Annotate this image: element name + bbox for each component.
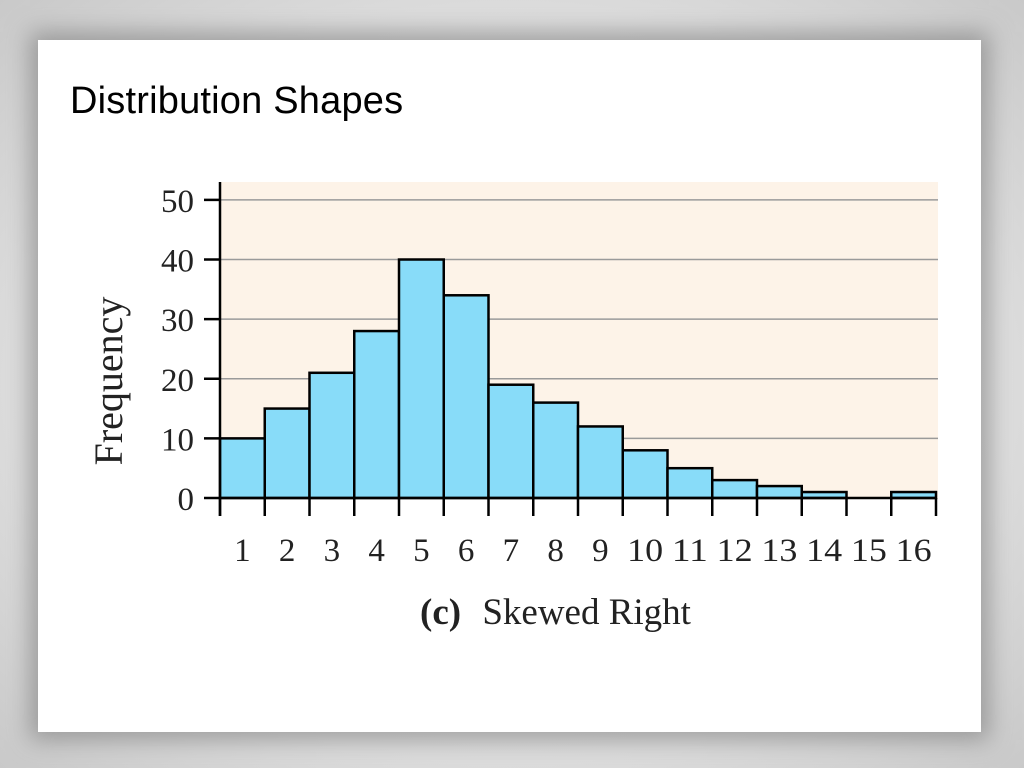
x-tick-label-7: 7	[503, 533, 520, 569]
y-axis-label: Frequency	[86, 297, 131, 466]
x-tick-label-3: 3	[324, 533, 341, 569]
y-tick-label-10: 10	[161, 422, 194, 458]
x-tick-label-9: 9	[592, 533, 609, 569]
y-tick-label-0: 0	[178, 482, 195, 518]
y-tick-label-40: 40	[161, 244, 194, 280]
x-tick-label-11: 11	[672, 533, 708, 569]
y-tick-label-20: 20	[161, 363, 194, 399]
x-tick-label-6: 6	[458, 533, 475, 569]
bar-9	[576, 425, 624, 500]
bar-12	[711, 478, 759, 500]
bar-13	[755, 484, 803, 500]
bar-6	[442, 294, 490, 500]
x-tick-label-2: 2	[279, 533, 296, 569]
x-axis-label: (c) Skewed Right	[420, 592, 692, 633]
x-tick-label-8: 8	[547, 533, 564, 569]
x-tick-label-5: 5	[413, 533, 430, 569]
bar-1	[218, 437, 266, 500]
axes	[204, 182, 938, 516]
bar-5	[397, 258, 445, 500]
x-tick-label-1: 1	[234, 533, 251, 569]
bar-10	[621, 449, 669, 500]
x-tick-label-12: 12	[717, 533, 753, 569]
x-axis-label-prefix: (c)	[420, 592, 461, 633]
bar-3	[308, 371, 356, 500]
bar-11	[666, 466, 714, 500]
slide-title: Distribution Shapes	[70, 80, 404, 122]
x-tick-label-16: 16	[896, 533, 932, 569]
bar-7	[487, 383, 535, 500]
bar-8	[532, 401, 580, 500]
x-tick-label-10: 10	[627, 533, 663, 569]
bars	[218, 258, 938, 500]
y-tick-label-50: 50	[161, 184, 194, 220]
x-tick-label-4: 4	[368, 533, 385, 569]
bar-2	[263, 407, 311, 500]
bar-4	[353, 329, 401, 500]
y-tick-label-30: 30	[161, 303, 194, 339]
x-tick-label-13: 13	[761, 533, 797, 569]
x-tick-label-14: 14	[806, 533, 842, 569]
y-tick-labels: 0 10 20 30 40 50	[161, 184, 194, 518]
x-tick-label-15: 15	[851, 533, 887, 569]
x-tick-labels: 1 2 3 4 5 6 7 8 9 10 11 12 13 14 15 16	[234, 533, 932, 569]
x-axis-label-text: Skewed Right	[482, 592, 691, 633]
